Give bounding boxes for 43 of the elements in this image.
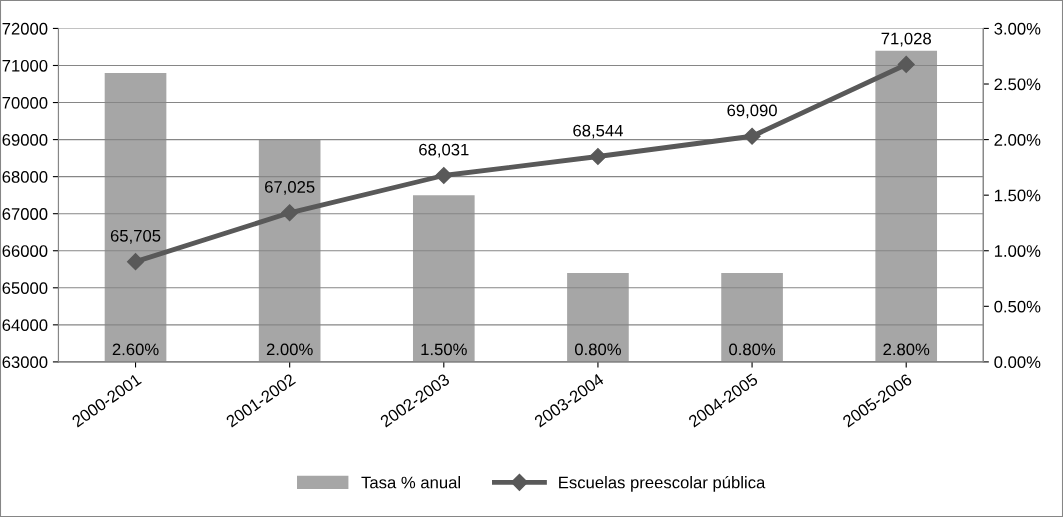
bar [875, 50, 938, 362]
data-label: 65,705 [110, 229, 161, 244]
y-tick-label: 70000 [2, 96, 48, 109]
data-label: 71,028 [881, 32, 931, 47]
data-label: 2.00% [266, 343, 313, 356]
y-tick-label: 68000 [2, 171, 48, 183]
legend-label: Escuelas preescolar pública [559, 475, 766, 492]
bar [567, 272, 629, 362]
y2-tick-label: 0.00% [994, 356, 1041, 369]
point [743, 127, 761, 145]
data-label: 2.60% [112, 343, 159, 356]
y-tick-label: 63000 [2, 356, 48, 369]
y-tick-label: 64000 [2, 319, 48, 332]
point [126, 253, 145, 271]
bar [412, 195, 475, 362]
y-tick-label: 72000 [2, 22, 48, 35]
y-tick-label: 66000 [2, 245, 48, 257]
y2-tick-label: 1.00% [994, 245, 1041, 257]
legend-label: Tasa % anual [361, 476, 460, 489]
data-label: 0.80% [574, 343, 621, 356]
y2-tick-label: 2.00% [994, 133, 1041, 146]
y2-tick-label: 1.50% [994, 189, 1041, 202]
y-tick-label: 71000 [2, 59, 48, 72]
y-tick-label: 65000 [2, 282, 48, 294]
point [281, 204, 299, 222]
y-tick-label: 69000 [2, 133, 48, 146]
data-label: 69,090 [727, 104, 777, 119]
bar [104, 72, 167, 362]
point [897, 55, 915, 74]
data-label: 68,544 [573, 124, 623, 139]
y2-tick-label: 0.50% [994, 300, 1041, 313]
data-label: 68,031 [419, 143, 469, 158]
point [589, 147, 607, 166]
y-tick-label: 67000 [2, 208, 48, 220]
data-label: 1.50% [421, 343, 467, 356]
bar [258, 139, 321, 362]
data-label: 67,025 [265, 181, 315, 195]
data-label: 0.80% [729, 343, 776, 356]
point [435, 166, 453, 185]
y2-tick-label: 2.50% [994, 78, 1041, 91]
data-label: 2.80% [883, 343, 930, 356]
bar [721, 272, 783, 362]
y2-tick-label: 3.00% [994, 22, 1041, 35]
